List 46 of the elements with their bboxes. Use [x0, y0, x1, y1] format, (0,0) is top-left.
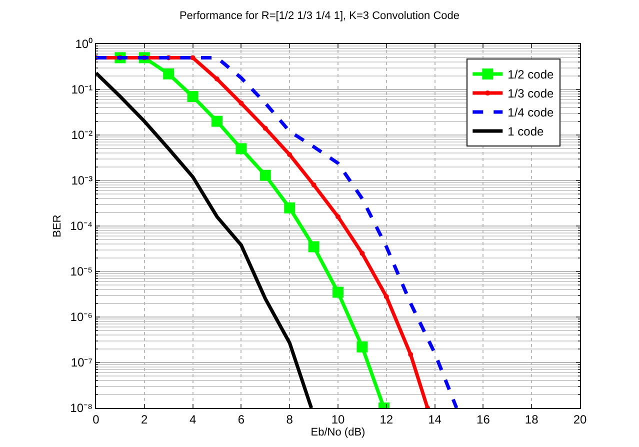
y-axis-title: BER [52, 214, 64, 238]
x-tick-label: 0 [92, 412, 100, 426]
point [190, 55, 196, 60]
x-tick-label: 14 [428, 412, 442, 426]
x-tick-label: 18 [524, 412, 539, 426]
point [238, 100, 244, 106]
point [311, 182, 316, 188]
point [236, 143, 247, 154]
x-tick-label: 2 [141, 412, 148, 426]
y-tick-label: 10⁰ [75, 37, 93, 52]
y-tick-label: 10⁻² [71, 128, 93, 142]
point [262, 126, 268, 131]
point [212, 116, 222, 127]
y-tick-label: 10⁻⁵ [70, 264, 93, 279]
legend-label: 1/3 code [508, 86, 554, 101]
point [356, 341, 368, 352]
x-tick-label: 20 [573, 412, 587, 426]
x-tick-label: 8 [286, 412, 294, 426]
point [384, 294, 389, 300]
point [260, 170, 271, 181]
point [336, 214, 340, 220]
point [332, 286, 344, 298]
point [187, 91, 198, 102]
point [287, 152, 292, 158]
legend-label: 1 code [508, 124, 544, 139]
point [308, 241, 320, 252]
y-tick-label: 10⁻³ [71, 174, 93, 188]
y-tick-label: 10⁻¹ [71, 82, 93, 97]
x-tick-label: 6 [238, 412, 245, 426]
point [214, 76, 220, 82]
x-tick-label: 16 [476, 412, 490, 426]
y-tick-label: 10⁻⁷ [70, 356, 93, 370]
x-axis-title: Eb/No (dB) [310, 426, 366, 439]
y-tick-label: 10⁻⁸ [70, 401, 93, 416]
point [163, 68, 174, 80]
x-tick-label: 4 [189, 412, 196, 426]
point [360, 250, 365, 256]
point [284, 202, 296, 214]
chart-title: Performance for R=[1/2 1/3 1/4 1], K=3 Convolution Code [179, 10, 460, 22]
legend-label: 1/4 code [508, 106, 554, 120]
x-tick-label: 10 [331, 412, 345, 426]
y-tick-label: 10⁻⁶ [70, 310, 93, 324]
point [408, 352, 414, 357]
x-tick-label: 12 [380, 412, 394, 426]
legend-label: 1/2 code [508, 68, 554, 82]
y-tick-label: 10⁻⁴ [70, 219, 93, 234]
